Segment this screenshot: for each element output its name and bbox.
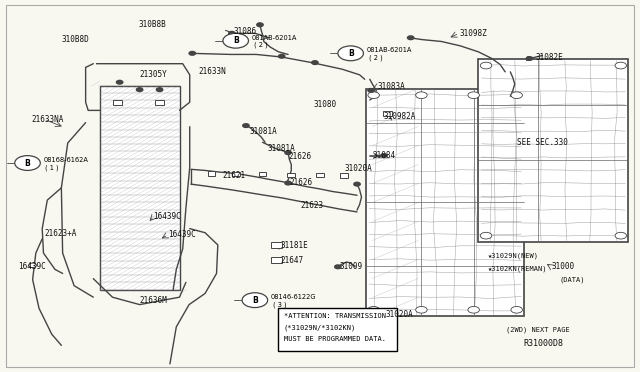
Circle shape [29,263,36,267]
Bar [271,241,282,247]
Circle shape [335,265,341,269]
Circle shape [615,232,627,239]
Circle shape [480,62,492,69]
Text: (*31029N/*3102KN): (*31029N/*3102KN) [284,324,356,331]
Text: ( 2 ): ( 2 ) [253,42,268,48]
Text: ( 3 ): ( 3 ) [273,301,286,308]
Circle shape [136,88,143,92]
Bar [259,172,266,176]
Text: ★3102KN(REMAN): ★3102KN(REMAN) [487,265,547,272]
Circle shape [189,51,195,55]
Bar [340,173,348,178]
Circle shape [415,307,427,313]
Text: 310B8D: 310B8D [61,35,89,44]
Text: 081AB-6201A: 081AB-6201A [367,47,412,53]
Text: ★31029N(NEW): ★31029N(NEW) [487,253,538,259]
Text: 31082E: 31082E [536,52,564,61]
Text: 31020A: 31020A [344,164,372,173]
Bar [100,86,179,290]
Text: 21633NA: 21633NA [31,115,64,124]
Circle shape [526,57,532,60]
Text: 21623: 21623 [301,201,324,210]
Circle shape [228,32,235,35]
Circle shape [354,182,360,186]
Text: 21636M: 21636M [140,296,168,305]
Circle shape [368,92,380,99]
Text: 21626: 21626 [289,178,312,187]
Text: 081AB-6201A: 081AB-6201A [252,35,297,41]
Text: 21621: 21621 [223,171,246,180]
Bar [287,173,295,177]
Text: 31020A: 31020A [385,311,413,320]
Circle shape [511,92,522,99]
Text: 08146-6122G: 08146-6122G [271,294,316,300]
Text: (DATA): (DATA) [559,276,585,283]
Text: B: B [252,296,258,305]
Text: 31009: 31009 [339,262,362,271]
Bar [278,308,397,351]
Text: 21623+A: 21623+A [44,229,77,238]
Circle shape [285,181,291,185]
Bar [207,171,215,176]
Text: 16439C: 16439C [168,230,196,240]
Text: 31081A: 31081A [268,144,296,153]
Circle shape [338,46,364,61]
Circle shape [223,33,248,48]
Circle shape [312,61,318,64]
Text: 310982A: 310982A [384,112,416,121]
Circle shape [511,307,522,313]
Bar [316,173,324,177]
Bar [271,257,282,263]
Circle shape [468,307,479,313]
Bar [478,59,628,242]
Circle shape [468,92,479,99]
Circle shape [15,155,40,170]
Circle shape [285,151,291,154]
Circle shape [116,80,123,84]
Circle shape [408,36,414,39]
Text: ( 1 ): ( 1 ) [45,164,59,171]
Text: 31081A: 31081A [250,126,278,136]
Text: 16439C: 16439C [19,262,46,271]
Bar [366,89,524,317]
Text: 310B8B: 310B8B [139,20,166,29]
Text: 21647: 21647 [280,256,303,265]
Text: 31181E: 31181E [280,241,308,250]
Circle shape [480,232,492,239]
Text: B: B [25,158,30,167]
Text: 21626: 21626 [288,152,311,161]
Text: 31098Z: 31098Z [460,29,487,38]
Circle shape [278,54,285,58]
Circle shape [368,89,374,92]
Circle shape [368,307,380,313]
Circle shape [156,88,163,92]
Text: 31084: 31084 [372,151,396,160]
Text: SEE SEC.330: SEE SEC.330 [516,138,568,147]
Text: 16439C: 16439C [153,212,180,221]
Text: ( 2 ): ( 2 ) [369,55,382,61]
Text: 21633N: 21633N [198,67,227,76]
Text: R31000D8: R31000D8 [523,339,563,348]
Text: 08168-6162A: 08168-6162A [44,157,88,163]
Text: *ATTENTION: TRANSMISSION: *ATTENTION: TRANSMISSION [284,314,385,320]
Text: (2WD) NEXT PAGE: (2WD) NEXT PAGE [506,327,570,333]
Text: 31086: 31086 [234,26,257,36]
Bar [383,111,392,116]
Bar [155,100,164,105]
Text: 31080: 31080 [314,100,337,109]
Circle shape [615,62,627,69]
Circle shape [381,154,387,157]
Bar [113,100,122,105]
Text: B: B [348,49,353,58]
Text: B: B [233,36,239,45]
Text: MUST BE PROGRAMMED DATA.: MUST BE PROGRAMMED DATA. [284,336,385,342]
Circle shape [242,293,268,308]
Bar [232,171,239,176]
Text: 31000: 31000 [551,262,574,271]
Circle shape [243,124,249,128]
Circle shape [415,92,427,99]
Text: 21305Y: 21305Y [140,70,168,79]
Text: 31083A: 31083A [378,82,405,91]
Circle shape [257,23,263,27]
